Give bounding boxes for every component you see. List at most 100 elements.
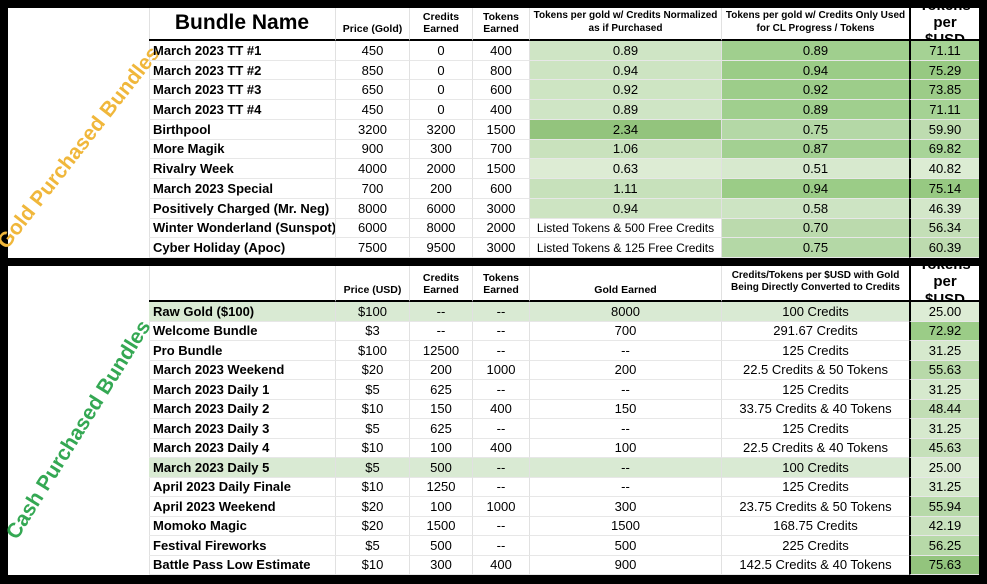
cell-name-row-10[interactable]: April 2023 Weekend (149, 497, 336, 517)
cell-c6-row-3[interactable]: 0.89 (722, 100, 910, 120)
header-credits-earned[interactable]: Credits Earned (410, 8, 473, 41)
cell-price-row-4[interactable]: $5 (336, 380, 410, 400)
cell-credits-row-5[interactable]: 150 (410, 399, 473, 419)
cell-c6-row-8[interactable]: 100 Credits (722, 458, 910, 478)
cell-name-row-11[interactable]: Momoko Magic (149, 516, 336, 536)
cell-c7-row-8[interactable]: 46.39 (909, 198, 979, 219)
cell-credits-row-2[interactable]: 12500 (410, 341, 473, 361)
cell-c7-row-6[interactable]: 40.82 (909, 159, 979, 180)
cell-price-row-7[interactable]: 700 (336, 179, 410, 199)
cell-c6-row-13[interactable]: 142.5 Credits & 40 Tokens (722, 555, 910, 575)
cell-credits-row-6[interactable]: 625 (410, 419, 473, 439)
cell-name-row-13[interactable]: Battle Pass Low Estimate (149, 555, 336, 575)
cell-tokens-row-0[interactable]: 400 (473, 41, 530, 61)
header-tokens-earned[interactable]: Tokens Earned (473, 8, 530, 41)
cell-name-row-5[interactable]: More Magik (149, 139, 336, 160)
cell-credits-row-8[interactable]: 500 (410, 458, 473, 478)
header-price-gold[interactable]: Price (Gold) (336, 8, 410, 41)
cell-c5-row-2[interactable]: 0.92 (530, 80, 722, 101)
cell-tokens-row-8[interactable]: -- (473, 458, 530, 478)
cell-price-row-3[interactable]: $20 (336, 360, 410, 380)
cell-tokens-row-7[interactable]: 600 (473, 179, 530, 199)
cell-tokens-row-11[interactable]: -- (473, 516, 530, 536)
cell-tokens-row-8[interactable]: 3000 (473, 198, 530, 219)
cell-c5-row-0[interactable]: 8000 (530, 302, 722, 322)
cell-name-row-10[interactable]: Cyber Holiday (Apoc) (149, 238, 336, 258)
cell-credits-row-7[interactable]: 200 (410, 179, 473, 199)
cell-c7-row-2[interactable]: 73.85 (909, 80, 979, 101)
cell-c7-row-9[interactable]: 31.25 (909, 477, 979, 497)
cell-price-row-11[interactable]: $20 (336, 516, 410, 536)
cell-c5-row-3[interactable]: 0.89 (530, 100, 722, 120)
cell-c6-row-11[interactable]: 168.75 Credits (722, 516, 910, 536)
cell-c5-row-8[interactable]: -- (530, 458, 722, 478)
cell-name-row-3[interactable]: March 2023 TT #4 (149, 100, 336, 120)
cell-c6-row-4[interactable]: 0.75 (722, 119, 910, 140)
cell-tokens-row-2[interactable]: 600 (473, 80, 530, 101)
cell-price-row-9[interactable]: 6000 (336, 218, 410, 239)
cell-c5-row-0[interactable]: 0.89 (530, 41, 722, 61)
cell-c6-row-5[interactable]: 33.75 Credits & 40 Tokens (722, 399, 910, 419)
cell-c6-row-8[interactable]: 0.58 (722, 198, 910, 219)
cell-c7-row-0[interactable]: 71.11 (909, 41, 979, 61)
cell-name-row-9[interactable]: April 2023 Daily Finale (149, 477, 336, 497)
cell-c5-row-13[interactable]: 900 (530, 555, 722, 575)
header-bundle-name-empty[interactable] (149, 266, 336, 302)
cell-credits-row-0[interactable]: 0 (410, 41, 473, 61)
cell-c7-row-11[interactable]: 42.19 (909, 516, 979, 536)
cell-price-row-12[interactable]: $5 (336, 536, 410, 556)
cell-price-row-5[interactable]: $10 (336, 399, 410, 419)
cell-tokens-row-9[interactable]: 2000 (473, 218, 530, 239)
cell-credits-row-1[interactable]: -- (410, 321, 473, 341)
cell-tokens-row-5[interactable]: 700 (473, 139, 530, 160)
cell-name-row-8[interactable]: March 2023 Daily 5 (149, 458, 336, 478)
cell-credits-row-3[interactable]: 0 (410, 100, 473, 120)
cell-name-row-9[interactable]: Winter Wonderland (Sunspot) (149, 218, 336, 239)
header-price-usd[interactable]: Price (USD) (336, 266, 410, 302)
header-tokens-per-gold-cl-progress[interactable]: Tokens per gold w/ Credits Only Used for… (722, 8, 910, 41)
cell-c6-row-1[interactable]: 0.94 (722, 60, 910, 81)
header-tokens-per-usd[interactable]: Tokens per $USD (909, 8, 979, 41)
cell-credits-row-1[interactable]: 0 (410, 60, 473, 81)
cell-tokens-row-0[interactable]: -- (473, 302, 530, 322)
header-credits-earned[interactable]: Credits Earned (410, 266, 473, 302)
header-tokens-earned[interactable]: Tokens Earned (473, 266, 530, 302)
cell-c7-row-6[interactable]: 31.25 (909, 419, 979, 439)
header-credits-tokens-per-usd[interactable]: Credits/Tokens per $USD with Gold Being … (722, 266, 910, 302)
cell-c6-row-4[interactable]: 125 Credits (722, 380, 910, 400)
cell-c7-row-10[interactable]: 55.94 (909, 497, 979, 517)
cell-c6-row-10[interactable]: 23.75 Credits & 50 Tokens (722, 497, 910, 517)
cell-c7-row-3[interactable]: 71.11 (909, 100, 979, 120)
cell-name-row-6[interactable]: March 2023 Daily 3 (149, 419, 336, 439)
cell-price-row-10[interactable]: $20 (336, 497, 410, 517)
cell-credits-row-8[interactable]: 6000 (410, 198, 473, 219)
cell-c5-row-1[interactable]: 700 (530, 321, 722, 341)
cell-c7-row-9[interactable]: 56.34 (909, 218, 979, 239)
cell-price-row-13[interactable]: $10 (336, 555, 410, 575)
cell-c7-row-5[interactable]: 69.82 (909, 139, 979, 160)
cell-price-row-0[interactable]: $100 (336, 302, 410, 322)
cell-price-row-2[interactable]: $100 (336, 341, 410, 361)
cell-c7-row-10[interactable]: 60.39 (909, 238, 979, 258)
cell-c7-row-7[interactable]: 75.14 (909, 179, 979, 199)
cell-name-row-1[interactable]: Welcome Bundle (149, 321, 336, 341)
cell-c7-row-12[interactable]: 56.25 (909, 536, 979, 556)
cell-price-row-8[interactable]: 8000 (336, 198, 410, 219)
cell-name-row-4[interactable]: March 2023 Daily 1 (149, 380, 336, 400)
cell-name-row-0[interactable]: March 2023 TT #1 (149, 41, 336, 61)
cell-c7-row-1[interactable]: 75.29 (909, 60, 979, 81)
cell-credits-row-9[interactable]: 1250 (410, 477, 473, 497)
cell-c7-row-5[interactable]: 48.44 (909, 399, 979, 419)
cell-c6-row-3[interactable]: 22.5 Credits & 50 Tokens (722, 360, 910, 380)
cell-c5-row-6[interactable]: -- (530, 419, 722, 439)
header-bundle-name[interactable]: Bundle Name (149, 8, 336, 41)
cell-price-row-9[interactable]: $10 (336, 477, 410, 497)
cash-section-label-cell[interactable]: Cash Purchased Bundles (1, 266, 155, 575)
cell-c6-row-5[interactable]: 0.87 (722, 139, 910, 160)
cell-c7-row-0[interactable]: 25.00 (909, 302, 979, 322)
cell-name-row-1[interactable]: March 2023 TT #2 (149, 60, 336, 81)
cell-c5-row-7[interactable]: 1.11 (530, 179, 722, 199)
cell-price-row-0[interactable]: 450 (336, 41, 410, 61)
cell-price-row-4[interactable]: 3200 (336, 119, 410, 140)
cell-credits-row-12[interactable]: 500 (410, 536, 473, 556)
